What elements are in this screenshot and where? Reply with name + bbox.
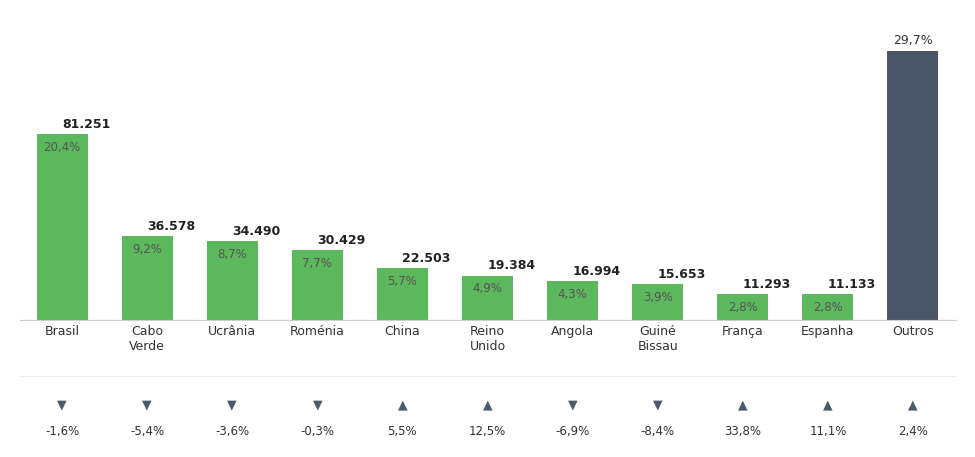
Text: 7,7%: 7,7% <box>302 257 332 270</box>
Text: 16.994: 16.994 <box>572 265 621 278</box>
Bar <box>547 281 598 320</box>
Bar <box>36 134 88 320</box>
Bar <box>122 236 173 320</box>
Text: 19.384: 19.384 <box>488 259 535 272</box>
Text: 29,7%: 29,7% <box>893 34 933 48</box>
Text: ▲: ▲ <box>483 398 492 411</box>
Bar <box>377 268 428 320</box>
Bar <box>632 284 683 320</box>
Text: 4,3%: 4,3% <box>558 288 588 301</box>
Text: 8,7%: 8,7% <box>217 248 247 261</box>
Text: 81.251: 81.251 <box>62 118 110 131</box>
Text: -6,9%: -6,9% <box>556 425 590 438</box>
Text: ▲: ▲ <box>738 398 748 411</box>
Text: -3,6%: -3,6% <box>215 425 250 438</box>
Text: -8,4%: -8,4% <box>641 425 675 438</box>
Text: 11.293: 11.293 <box>743 278 791 291</box>
Text: ▼: ▼ <box>313 398 322 411</box>
Text: 15.653: 15.653 <box>658 268 706 281</box>
Bar <box>207 241 257 320</box>
Text: 12,5%: 12,5% <box>469 425 506 438</box>
Bar <box>292 250 343 320</box>
Text: 33,8%: 33,8% <box>724 425 761 438</box>
Text: ▼: ▼ <box>567 398 577 411</box>
Text: 5,7%: 5,7% <box>387 275 417 288</box>
Text: 36.578: 36.578 <box>147 220 195 233</box>
Bar <box>802 294 853 320</box>
Text: 11,1%: 11,1% <box>809 425 846 438</box>
Text: 20,4%: 20,4% <box>44 141 81 154</box>
Text: -0,3%: -0,3% <box>300 425 334 438</box>
Text: 9,2%: 9,2% <box>133 243 162 256</box>
Text: ▼: ▼ <box>227 398 237 411</box>
Text: ▲: ▲ <box>398 398 408 411</box>
Bar <box>718 294 768 320</box>
Text: 2,8%: 2,8% <box>728 301 758 314</box>
Text: ▼: ▼ <box>653 398 662 411</box>
Text: ▼: ▼ <box>58 398 67 411</box>
Text: 2,4%: 2,4% <box>898 425 928 438</box>
Text: -1,6%: -1,6% <box>45 425 79 438</box>
Bar <box>887 51 939 320</box>
Text: 5,5%: 5,5% <box>388 425 417 438</box>
Text: ▲: ▲ <box>823 398 833 411</box>
Text: -5,4%: -5,4% <box>130 425 164 438</box>
Text: 30.429: 30.429 <box>317 234 366 247</box>
Text: 4,9%: 4,9% <box>473 282 502 296</box>
Text: ▼: ▼ <box>142 398 152 411</box>
Text: 2,8%: 2,8% <box>813 301 842 314</box>
Text: 22.503: 22.503 <box>403 252 450 265</box>
Text: 11.133: 11.133 <box>828 278 877 291</box>
Text: 34.490: 34.490 <box>232 225 281 238</box>
Text: 3,9%: 3,9% <box>643 291 673 304</box>
Bar <box>462 276 513 320</box>
Text: ▲: ▲ <box>908 398 917 411</box>
